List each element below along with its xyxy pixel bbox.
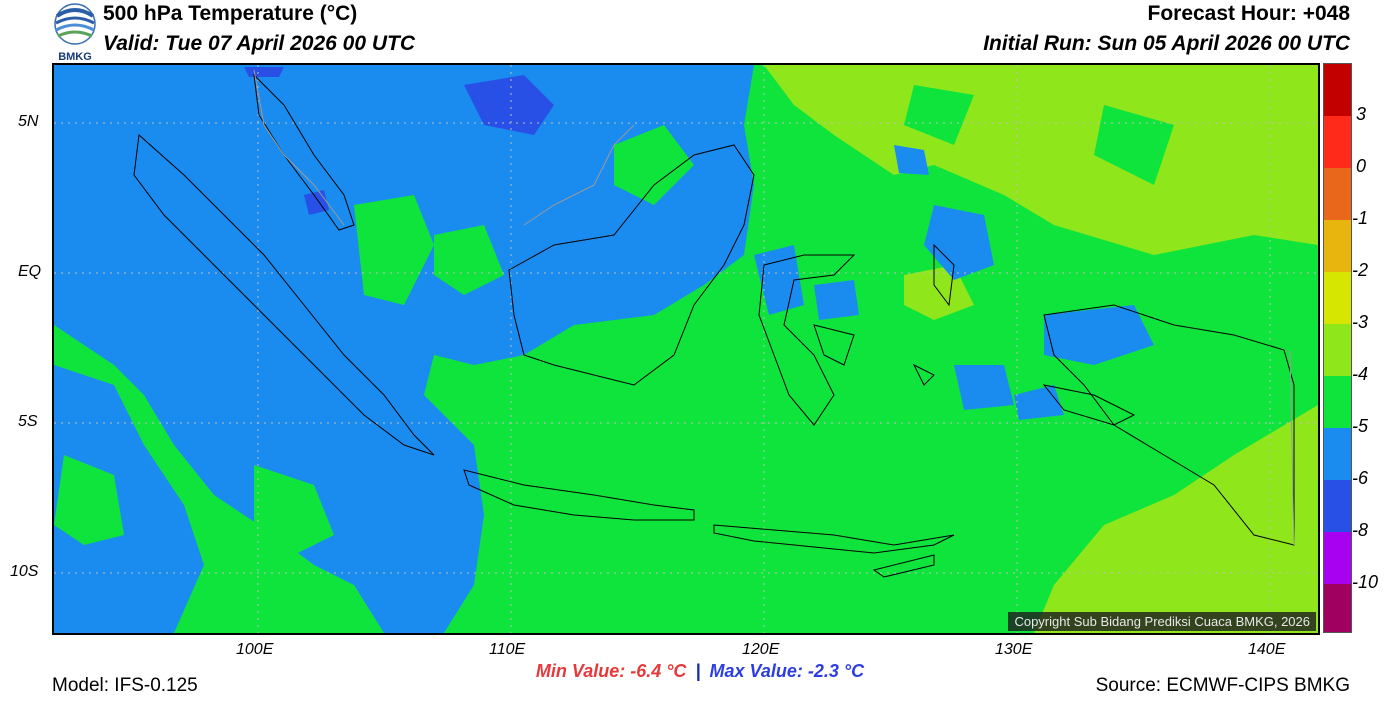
colorbar-label: -3 — [1352, 312, 1369, 332]
colorbar-segment — [1324, 324, 1351, 376]
stats-separator: | — [695, 661, 701, 681]
colorbar-segment — [1324, 64, 1351, 116]
colorbar-label: -6 — [1352, 468, 1369, 488]
max-value: Max Value: -2.3 °C — [709, 661, 865, 681]
colorbar-label: -2 — [1352, 260, 1369, 280]
min-max-stats: Min Value: -6.4 °C | Max Value: -2.3 °C — [0, 661, 1400, 682]
forecast-hour: Forecast Hour: +048 — [1147, 2, 1351, 25]
temperature-map: Copyright Sub Bidang Prediksi Cuaca BMKG… — [52, 63, 1320, 635]
colorbar-label: -4 — [1352, 364, 1369, 384]
colorbar-label: 3 — [1356, 104, 1367, 124]
x-tick-130e: 130E — [995, 641, 1033, 658]
colorbar-label: -1 — [1352, 208, 1369, 228]
logo-text: BMKG — [58, 51, 92, 63]
colorbar-segment — [1324, 584, 1351, 632]
y-tick-5n: 5N — [18, 113, 39, 130]
min-value: Min Value: -6.4 °C — [535, 661, 687, 681]
x-tick-110e: 110E — [489, 641, 526, 658]
colorbar-label: 0 — [1356, 156, 1367, 176]
colorbar-segment — [1324, 480, 1351, 532]
colorbar-label: -5 — [1352, 416, 1369, 436]
colorbar-segment — [1324, 220, 1351, 272]
model-label: Model: IFS-0.125 — [52, 675, 198, 696]
valid-time: Valid: Tue 07 April 2026 00 UTC — [103, 32, 416, 55]
map-field — [54, 65, 1318, 633]
y-tick-eq: EQ — [18, 263, 42, 280]
colorbar — [1323, 63, 1352, 633]
y-tick-5s: 5S — [18, 413, 38, 430]
initial-run: Initial Run: Sun 05 April 2026 00 UTC — [983, 32, 1350, 55]
x-tick-140e: 140E — [1248, 641, 1286, 658]
copyright-notice: Copyright Sub Bidang Prediksi Cuaca BMKG… — [1008, 612, 1316, 631]
chart-title: 500 hPa Temperature (°C) — [103, 2, 358, 25]
bmkg-logo: BMKG — [52, 2, 98, 63]
bmkg-logo-icon — [54, 3, 96, 45]
colorbar-label: -8 — [1352, 520, 1369, 540]
y-tick-10s: 10S — [10, 563, 39, 580]
x-tick-120e: 120E — [742, 641, 780, 658]
colorbar-segment — [1324, 116, 1351, 168]
colorbar-label: -10 — [1352, 572, 1379, 592]
colorbar-segment — [1324, 376, 1351, 428]
x-tick-100e: 100E — [236, 641, 274, 658]
colorbar-segment — [1324, 532, 1351, 584]
source-label: Source: ECMWF-CIPS BMKG — [1095, 675, 1350, 696]
colorbar-segment — [1324, 272, 1351, 324]
colorbar-segment — [1324, 428, 1351, 480]
colorbar-segment — [1324, 168, 1351, 220]
